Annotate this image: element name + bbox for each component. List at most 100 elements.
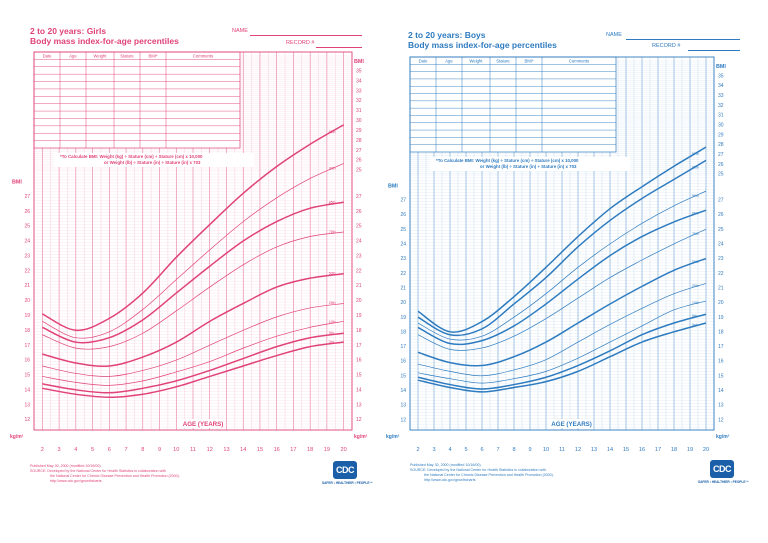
boys-title-line1: 2 to 20 years: Boys: [408, 30, 486, 40]
girls-record-label: RECORD #: [286, 40, 315, 46]
boys-y-tick-right: 13: [718, 403, 724, 409]
boys-y-tick-right: 12: [718, 417, 724, 423]
boys-x-tick: 18: [671, 447, 677, 453]
girls-y-label-upper: BMI: [354, 59, 364, 65]
boys-y-tick-upper: 33: [718, 93, 724, 99]
boys-y-tick-upper: 34: [718, 83, 724, 89]
boys-record-field[interactable]: [688, 50, 740, 51]
boys-table-header-date: Date: [419, 58, 429, 63]
boys-x-tick: 6: [480, 447, 483, 453]
boys-x-tick: 12: [575, 447, 581, 453]
boys-footnote-line: Published May 30, 2000 (modified 10/16/0…: [410, 463, 482, 467]
boys-x-tick: 9: [528, 447, 531, 453]
boys-y-tick-left: 25: [400, 227, 406, 233]
boys-curve-3rd: [417, 322, 707, 393]
girls-table-header-age: Age: [69, 53, 77, 58]
boys-bmi-panel: 2 to 20 years: Boys Body mass index-for-…: [384, 0, 768, 543]
boys-table-header-age: Age: [445, 58, 453, 63]
boys-formula-bg: [430, 157, 630, 171]
girls-y-tick-upper: 35: [356, 68, 362, 74]
girls-curve-10th: [42, 320, 344, 386]
boys-y-tick-left: 23: [400, 256, 406, 262]
boys-y-unit-left: kg/m²: [386, 434, 400, 440]
girls-bmi-panel: 2 to 20 years: Girls Body mass index-for…: [10, 26, 373, 485]
girls-x-tick: 12: [207, 447, 213, 453]
girls-x-tick: 13: [223, 447, 229, 453]
boys-y-tick-left: 12: [400, 417, 406, 423]
girls-bmi-formula: *To Calculate BMI: Weight (kg) ÷ Stature…: [54, 153, 254, 167]
boys-y-label-upper: BMI: [716, 64, 726, 70]
boys-title-line2: Body mass index-for-age percentiles: [408, 40, 557, 50]
boys-footnote-line: SOURCE: Developed by the National Center…: [410, 468, 546, 472]
girls-y-tick-right: 24: [356, 239, 362, 245]
boys-x-tick: 10: [543, 447, 549, 453]
girls-curve-label-95th: 95th: [329, 130, 336, 134]
boys-y-tick-right: 25: [718, 227, 724, 233]
girls-curve-25th: [42, 303, 344, 377]
girls-x-tick: 4: [74, 447, 77, 453]
girls-footnote-line: http://www.cdc.gov/growthcharts: [50, 479, 102, 483]
boys-cdc-tagline: SAFER • HEALTHIER • PEOPLE™: [698, 480, 749, 484]
girls-x-tick: 14: [240, 447, 246, 453]
girls-curve-label-25th: 25th: [329, 301, 336, 305]
boys-y-tick-upper: 35: [718, 73, 724, 79]
boys-x-tick: 15: [623, 447, 629, 453]
girls-y-tick-left: 13: [24, 402, 30, 408]
girls-y-tick-right: 16: [356, 358, 362, 364]
girls-y-tick-left: 26: [24, 209, 30, 215]
girls-bmi-chart: Date Age Weight Stature BMI* Comments *To Calc…: [10, 51, 368, 453]
boys-y-tick-right: 19: [718, 315, 724, 321]
girls-y-tick-right: 22: [356, 268, 362, 274]
boys-curve-label-90th: 90th: [692, 194, 699, 198]
boys-y-tick-left: 21: [400, 285, 406, 291]
boys-x-tick: 19: [687, 447, 693, 453]
girls-curve-label-5th: 5th: [329, 331, 334, 335]
girls-x-tick: 15: [257, 447, 263, 453]
boys-bmi-formula: *To Calculate BMI: Weight (kg) ÷ Stature…: [430, 157, 630, 171]
boys-y-tick-right: 27: [718, 198, 724, 204]
boys-measurement-table[interactable]: Date Age Weight Stature BMI* Comments: [409, 56, 617, 153]
girls-name-field[interactable]: [250, 35, 362, 36]
girls-table-frame: [33, 51, 241, 149]
girls-measurement-table[interactable]: Date Age Weight Stature BMI* Comments: [33, 51, 241, 149]
girls-curve-label-50th: 50th: [329, 271, 336, 275]
boys-curve-label-97th: 97th: [692, 152, 699, 156]
girls-y-tick-left: 19: [24, 313, 30, 319]
girls-formula-line1: *To Calculate BMI: Weight (kg) ÷ Stature…: [60, 154, 203, 159]
boys-y-tick-upper: 25: [718, 172, 724, 178]
girls-title-line2: Body mass index-for-age percentiles: [30, 36, 179, 46]
boys-y-tick-right: 23: [718, 256, 724, 262]
girls-table-header-weight: Weight: [94, 53, 108, 58]
girls-y-tick-right: 18: [356, 328, 362, 334]
girls-y-tick-upper: 32: [356, 98, 362, 104]
boys-name-label: NAME: [606, 32, 622, 38]
girls-percentile-curves: 95th 90th 85th 75th 50th 25th 10th 5th 3rd: [42, 124, 345, 399]
girls-y-tick-left: 14: [24, 387, 30, 393]
girls-y-tick-right: 25: [356, 224, 362, 230]
girls-x-tick: 7: [124, 447, 127, 453]
girls-x-tick: 19: [324, 447, 330, 453]
boys-x-tick: 13: [591, 447, 597, 453]
boys-curve-95th: [417, 159, 707, 337]
girls-x-tick: 9: [158, 447, 161, 453]
girls-y-tick-left: 22: [24, 268, 30, 274]
girls-y-tick-right: 20: [356, 298, 362, 304]
girls-curve-label-90th: 90th: [329, 167, 336, 171]
girls-y-unit-left: kg/m²: [10, 434, 24, 440]
girls-y-tick-left: 15: [24, 373, 30, 379]
boys-percentile-curves: 97th 95th 90th 85th 75th 50th 25th 10th 5th 3rd: [417, 146, 707, 393]
boys-curve-50th: [417, 257, 707, 367]
girls-curve-95th: [42, 124, 345, 332]
girls-curve-5th: [42, 332, 344, 394]
girls-x-tick: 18: [307, 447, 313, 453]
boys-cdc-logo: CDC: [710, 460, 734, 478]
girls-record-field[interactable]: [316, 47, 362, 48]
boys-curve-label-85th: 85th: [692, 212, 699, 216]
girls-table-header-stature: Stature: [120, 53, 134, 58]
boys-bmi-chart: Date Age Weight Stature BMI* Comments *To Calc…: [386, 56, 730, 453]
boys-table-header-weight: Weight: [470, 58, 484, 63]
boys-name-field[interactable]: [626, 39, 740, 40]
girls-formula-line2: or Weight (lb) ÷ Stature (in) ÷ Stature …: [104, 160, 201, 165]
girls-x-label-bg: [178, 419, 223, 428]
boys-x-tick: 8: [512, 447, 515, 453]
